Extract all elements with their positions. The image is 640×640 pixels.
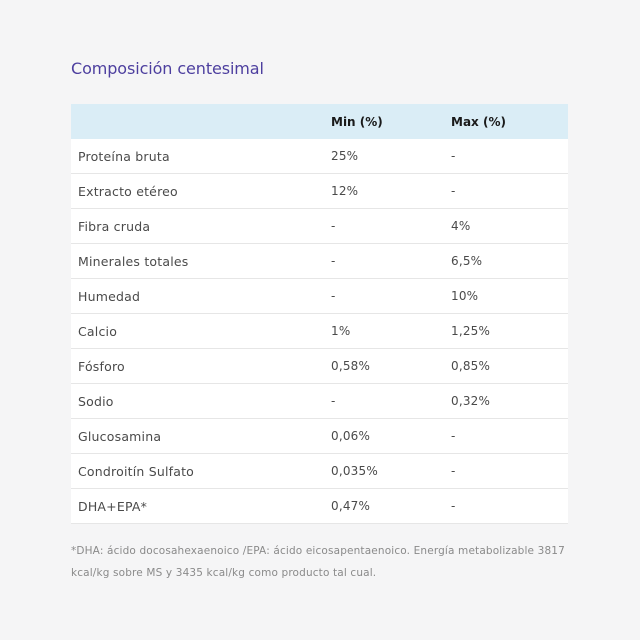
max-value: 1,25% [451,324,491,338]
min-value: - [331,394,336,408]
header-max: Max (%) [451,114,506,129]
nutrient-name: Extracto etéreo [78,183,178,199]
table-row: Fósforo 0,58% 0,85% [71,349,568,384]
table-header: Min (%) Max (%) [71,104,568,139]
max-value: - [451,464,456,478]
max-value: 0,85% [451,359,491,373]
composition-table: Min (%) Max (%) Proteína bruta 25% - Extrac… [71,104,568,524]
header-min: Min (%) [331,114,383,129]
max-value: - [451,184,456,198]
max-value: 6,5% [451,254,483,268]
min-value: 1% [331,324,351,338]
min-value: 0,035% [331,464,378,478]
nutrient-name: DHA+EPA* [78,498,148,514]
nutrient-name: Humedad [78,288,141,304]
table-row: Fibra cruda - 4% [71,209,568,244]
min-value: - [331,254,336,268]
max-value: - [451,499,456,513]
min-value: - [331,219,336,233]
min-value: 0,06% [331,429,371,443]
table-row: Condroitín Sulfato 0,035% - [71,454,568,489]
table-body: Proteína bruta 25% - Extracto etéreo 12% - Fib… [71,139,568,524]
footnote: *DHA: ácido docosahexaenoico /EPA: ácido… [71,545,565,579]
min-value: 0,47% [331,499,371,513]
table-row: Glucosamina 0,06% - [71,419,568,454]
table-row: Extracto etéreo 12% - [71,174,568,209]
nutrient-name: Calcio [78,323,118,339]
max-value: - [451,429,456,443]
min-value: - [331,289,336,303]
min-value: 12% [331,184,359,198]
table-row: Proteína bruta 25% - [71,139,568,174]
nutrient-name: Proteína bruta [78,148,170,164]
table-row: Calcio 1% 1,25% [71,314,568,349]
nutrient-name: Glucosamina [78,428,162,444]
min-value: 25% [331,149,359,163]
max-value: 0,32% [451,394,491,408]
max-value: 4% [451,219,471,233]
table-row: DHA+EPA* 0,47% - [71,489,568,524]
table-row: Sodio - 0,32% [71,384,568,419]
nutrient-name: Minerales totales [78,253,189,269]
nutrient-name: Fibra cruda [78,218,151,234]
nutrient-name: Condroitín Sulfato [78,463,195,479]
max-value: 10% [451,289,479,303]
nutrient-name: Sodio [78,393,114,409]
section-title: Composición centesimal [71,59,264,78]
max-value: - [451,149,456,163]
table-row: Minerales totales - 6,5% [71,244,568,279]
min-value: 0,58% [331,359,371,373]
table-row: Humedad - 10% [71,279,568,314]
nutrient-name: Fósforo [78,358,125,374]
